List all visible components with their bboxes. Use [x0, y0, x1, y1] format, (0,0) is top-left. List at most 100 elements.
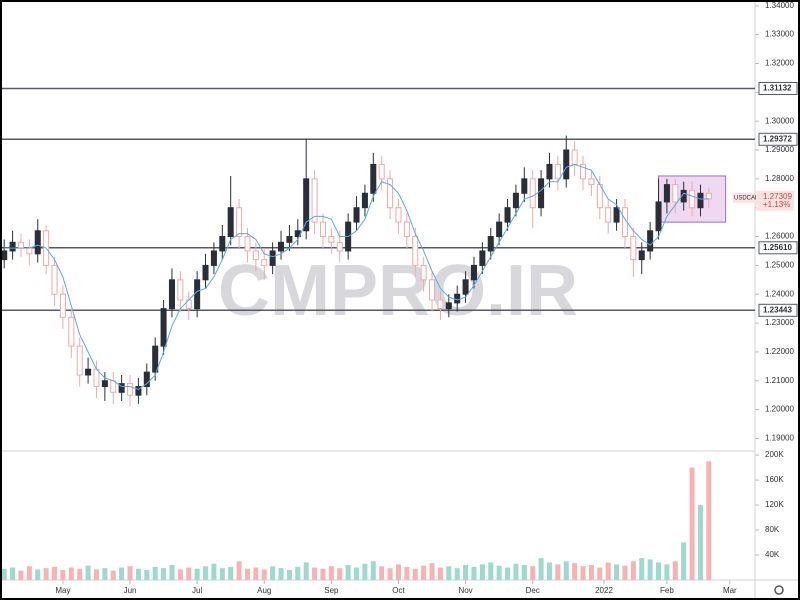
volume-bar	[647, 559, 653, 580]
y-tick-label: 120K	[765, 500, 784, 509]
y-tick-label: 1.26000	[765, 232, 794, 241]
candle-body	[655, 201, 662, 232]
y-tick-label: 1.20000	[765, 405, 794, 414]
change-label: +1.13%	[763, 200, 790, 209]
candle-body	[160, 308, 167, 347]
symbol-box	[733, 192, 755, 203]
volume-bar	[463, 565, 469, 580]
volume-bar	[379, 566, 385, 580]
volume-bar	[127, 566, 133, 580]
candle-body	[319, 221, 326, 238]
candle-body	[420, 264, 427, 281]
candle-body	[378, 163, 385, 180]
volume-bar	[588, 565, 594, 580]
volume-bar	[697, 505, 703, 580]
x-tick-label: Nov	[458, 586, 472, 595]
volume-bar	[563, 561, 569, 580]
candle-body	[395, 207, 402, 223]
volume-bar	[320, 568, 326, 580]
x-tick-label: Oct	[392, 586, 405, 595]
candle-body	[705, 192, 712, 200]
volume-bar	[236, 561, 242, 580]
volume-bar	[18, 570, 24, 580]
volume-bar	[93, 569, 99, 580]
settings-icon[interactable]	[774, 585, 784, 595]
y-tick-label: 1.33000	[765, 30, 794, 39]
candle-body	[429, 279, 436, 301]
volume-bar	[135, 568, 141, 580]
candle-body	[387, 178, 394, 209]
candle-body	[529, 178, 536, 209]
candle-body	[647, 230, 654, 252]
y-tick-label: 1.29000	[765, 145, 794, 154]
volume-bar	[194, 568, 200, 580]
volume-bar	[404, 566, 410, 580]
y-tick-label: 40K	[765, 550, 780, 559]
candle-body	[17, 241, 24, 249]
volume-bar	[572, 563, 578, 580]
level-label-box	[758, 132, 798, 146]
volume-bar	[211, 563, 217, 580]
candle-body	[538, 178, 545, 209]
volume-bar	[421, 565, 427, 580]
watermark: CMPRO.IR	[218, 251, 578, 331]
volume-bar	[177, 569, 183, 580]
settings-gear[interactable]	[774, 585, 784, 595]
candle-body	[445, 302, 452, 310]
candle-body	[403, 221, 410, 238]
volume-bar	[161, 568, 167, 580]
candle-body	[546, 163, 553, 180]
volume-bar	[253, 567, 259, 580]
volume-bar	[488, 562, 494, 580]
y-tick-label: 1.22000	[765, 347, 794, 356]
volume-bar	[228, 566, 234, 580]
volume-bar	[622, 565, 628, 580]
y-tick-label: 80K	[765, 525, 780, 534]
x-tick-label: Jul	[192, 586, 202, 595]
volume-bar	[538, 558, 544, 580]
y-tick-label: 160K	[765, 475, 784, 484]
candle-body	[370, 163, 377, 194]
x-tick-label: May	[55, 586, 70, 595]
candle-body	[51, 264, 58, 295]
moving-average	[4, 163, 709, 390]
candle-body	[59, 293, 66, 318]
level-label: 1.25610	[763, 243, 792, 252]
volume-bar	[471, 566, 477, 580]
x-tick-label: Mar	[723, 586, 737, 595]
candle-body	[9, 241, 16, 252]
volume-bar	[60, 570, 66, 580]
volume-bar	[68, 567, 74, 580]
x-tick-label: Feb	[660, 586, 674, 595]
candle-body	[303, 178, 310, 232]
y-tick-label: 1.25000	[765, 260, 794, 269]
candle-body	[580, 163, 587, 180]
level-label-box	[758, 82, 798, 95]
candle-body	[588, 178, 595, 186]
candle-body	[101, 380, 108, 388]
volume-bar	[119, 567, 125, 580]
candle-body	[219, 236, 226, 252]
candle-body	[93, 368, 100, 388]
level-label-box	[758, 303, 798, 317]
candle-body	[454, 293, 461, 304]
candle-body	[571, 149, 578, 165]
volume-bar	[362, 563, 368, 580]
x-tick-label: Dec	[526, 586, 540, 595]
volume-bar	[110, 570, 116, 580]
x-tick-label: Sep	[324, 586, 339, 595]
candle-body	[328, 236, 335, 243]
candle-body	[487, 236, 494, 252]
volume-bar	[546, 562, 552, 580]
candle-body	[504, 207, 511, 223]
y-tick-label: 1.34000	[765, 1, 794, 10]
volume-bar	[446, 566, 452, 580]
volume-bar	[102, 568, 108, 580]
candle-body	[470, 264, 477, 281]
volume-bar	[345, 565, 351, 580]
candle-body	[85, 368, 92, 376]
candle-body	[26, 247, 33, 255]
candle-body	[563, 149, 570, 180]
candle-body	[605, 207, 612, 223]
